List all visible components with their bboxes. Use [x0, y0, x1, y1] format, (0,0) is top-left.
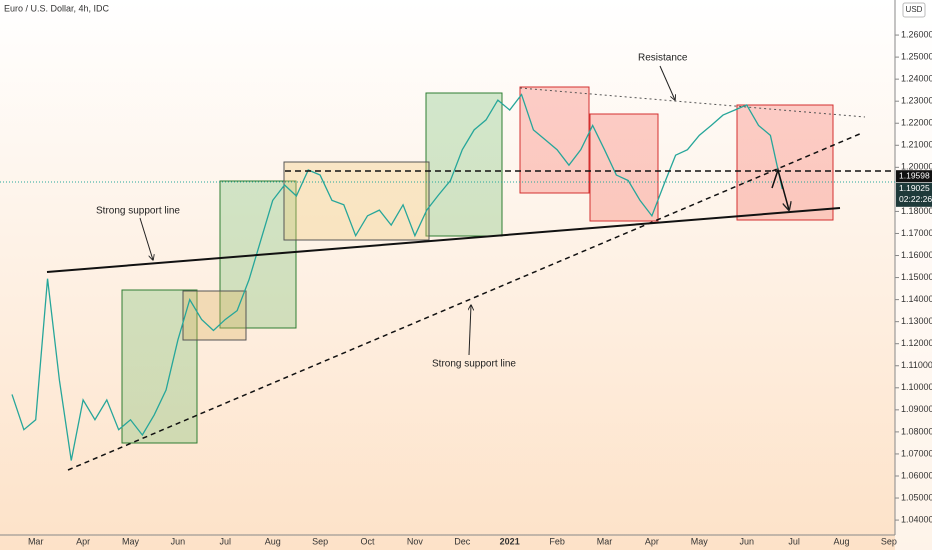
y-tick-label: 1.08000	[901, 426, 932, 436]
x-tick-label: 2021	[500, 536, 520, 546]
x-tick-label: May	[122, 536, 140, 546]
zone-box	[182, 290, 247, 341]
price-tag	[896, 170, 932, 183]
trend-lines	[0, 65, 895, 471]
y-tick-label: 1.26000	[901, 29, 932, 39]
y-tick-label: 1.11000	[901, 360, 932, 370]
y-tick-label: 1.14000	[901, 294, 932, 304]
y-tick-label: 1.18000	[901, 206, 932, 216]
arrow	[771, 167, 789, 210]
y-tick-label: 1.09000	[901, 404, 932, 414]
x-tick-label: Jul	[788, 536, 800, 546]
annotation: Resistance	[638, 53, 688, 64]
y-tick-label: 1.04000	[901, 514, 932, 524]
y-tick-label: 1.22000	[901, 118, 932, 128]
x-tick-label: Jun	[171, 536, 186, 546]
x-tick-label: Jun	[739, 536, 754, 546]
annotation: Strong support line	[96, 206, 180, 217]
price-tag-label: 1.19025	[899, 183, 930, 193]
zone-box	[589, 113, 659, 222]
y-tick-label: 1.25000	[901, 51, 932, 61]
x-tick-label: Apr	[76, 536, 90, 546]
chart-title: Euro / U.S. Dollar, 4h, IDC	[4, 3, 110, 13]
y-tick-label: 1.15000	[901, 272, 932, 282]
arrow	[139, 217, 153, 260]
y-tick-label: 1.13000	[901, 316, 932, 326]
zone-box	[736, 104, 834, 221]
x-tick-label: Jul	[220, 536, 232, 546]
y-tick-label: 1.12000	[901, 338, 932, 348]
arrow	[469, 305, 471, 356]
zone-box	[425, 92, 503, 237]
y-tick-label: 1.06000	[901, 470, 932, 480]
x-tick-label: Mar	[28, 536, 44, 546]
price-tag	[896, 182, 932, 207]
x-tick-label: Nov	[407, 536, 424, 546]
y-tick-label: 1.17000	[901, 228, 932, 238]
zones	[121, 86, 834, 444]
annotation: Strong support line	[432, 359, 516, 370]
price-axis	[895, 0, 932, 550]
y-tick-label: 1.05000	[901, 492, 932, 502]
x-tick-label: Oct	[360, 536, 375, 546]
y-tick-label: 1.16000	[901, 250, 932, 260]
y-tick-label: 1.23000	[901, 96, 932, 106]
support-line	[46, 207, 841, 273]
y-tick-label: 1.10000	[901, 382, 932, 392]
zone-box	[283, 161, 430, 241]
x-tick-label: Mar	[597, 536, 613, 546]
currency-badge	[902, 2, 926, 18]
arrow	[659, 65, 675, 100]
price-line	[11, 93, 783, 461]
x-tick-label: Apr	[645, 536, 659, 546]
x-tick-label: Sep	[881, 536, 897, 546]
x-tick-label: Feb	[549, 536, 565, 546]
x-tick-label: Sep	[312, 536, 328, 546]
x-tick-label: Aug	[265, 536, 281, 546]
x-tick-label: May	[691, 536, 709, 546]
currency: USD	[906, 5, 923, 14]
y-tick-label: 1.20000	[901, 162, 932, 172]
zone-box	[519, 86, 590, 194]
y-tick-label: 1.21000	[901, 140, 932, 150]
y-tick-label: 1.07000	[901, 448, 932, 458]
x-tick-label: Dec	[454, 536, 471, 546]
y-tick-label: 1.24000	[901, 74, 932, 84]
price-tag-label: 1.19598	[899, 170, 930, 180]
x-tick-label: Aug	[833, 536, 849, 546]
countdown: 02:22:26	[899, 194, 932, 204]
